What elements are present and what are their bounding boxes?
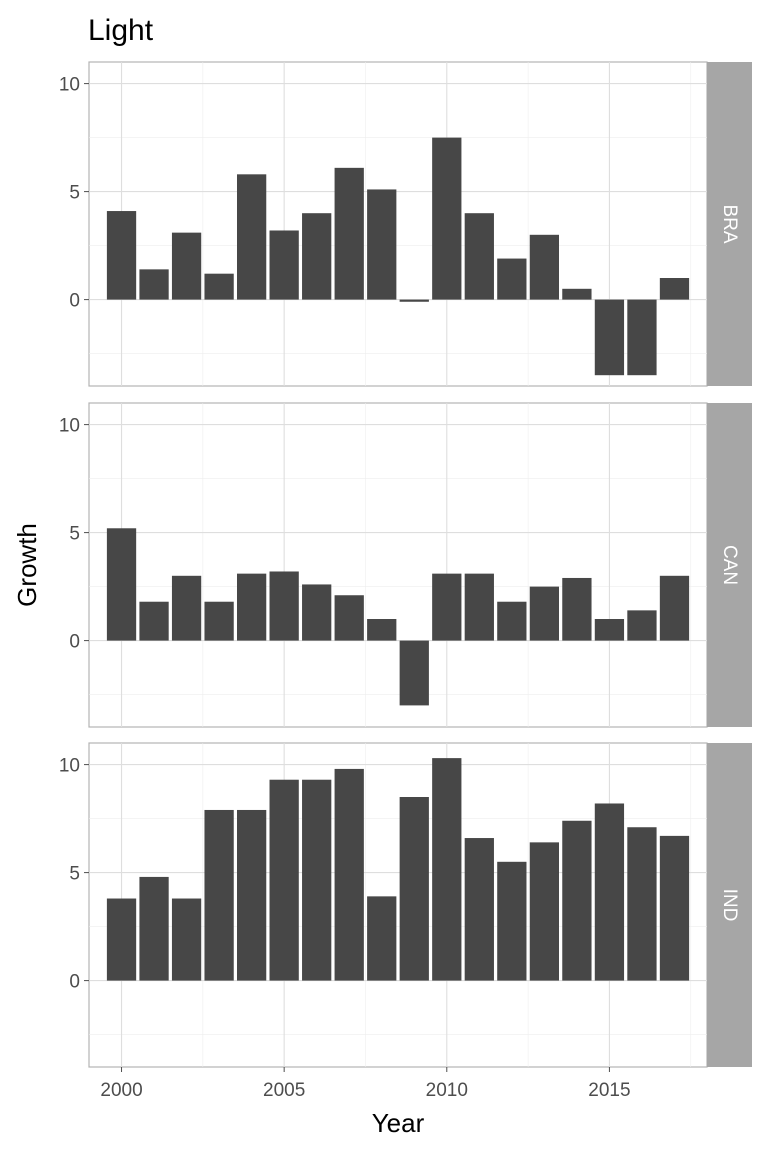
facet-strip-label: BRA (719, 204, 740, 243)
bar-ind-2008 (367, 896, 397, 981)
bar-ind-2000 (106, 898, 137, 981)
bar-bra-2008 (367, 189, 397, 300)
chart-title: Light (88, 14, 154, 47)
bar-bra-2016 (627, 299, 657, 376)
y-tick-label: 5 (69, 524, 80, 545)
bar-ind-2007 (334, 768, 364, 981)
bar-bra-2014 (562, 288, 592, 300)
bar-bra-2000 (106, 211, 137, 300)
bar-can-2011 (464, 573, 494, 641)
bar-can-2001 (139, 601, 169, 641)
panel-ind: 0 5 10 IND (59, 742, 752, 1068)
bar-ind-2012 (497, 861, 527, 981)
bar-can-2003 (204, 601, 234, 641)
y-tick-label: 10 (59, 75, 80, 96)
panel-bra: 0 5 10 BRA (59, 61, 752, 387)
facet-strip (707, 743, 752, 1067)
bar-can-2004 (236, 573, 267, 641)
bar-can-2014 (562, 577, 592, 641)
bar-can-2017 (659, 575, 690, 641)
y-tick-label: 0 (69, 972, 80, 993)
bar-can-2006 (302, 584, 332, 641)
bar-bra-2009 (399, 299, 429, 302)
x-tick-label: 2010 (426, 1080, 468, 1101)
y-tick-label: 0 (69, 291, 80, 312)
bar-can-2013 (529, 586, 560, 641)
facet-strip (707, 403, 752, 727)
bar-bra-2011 (464, 213, 494, 300)
facet-strip-label: CAN (719, 545, 740, 585)
bar-can-2000 (106, 528, 137, 641)
facet-strip (707, 62, 752, 386)
x-axis-title: Year (372, 1108, 425, 1138)
bar-can-2008 (367, 619, 397, 641)
bar-can-2009 (399, 640, 429, 706)
bar-bra-2005 (269, 230, 299, 300)
panel-can: 0 5 10 CAN (59, 402, 752, 728)
bar-can-2015 (594, 619, 625, 641)
bar-ind-2016 (627, 827, 657, 981)
bar-bra-2002 (171, 232, 202, 300)
bar-bra-2013 (529, 234, 560, 300)
bar-can-2010 (432, 573, 462, 641)
bar-can-2005 (269, 571, 299, 641)
bar-bra-2006 (302, 213, 332, 300)
bar-ind-2014 (562, 820, 592, 981)
bar-ind-2004 (236, 809, 267, 981)
y-tick-label: 10 (59, 416, 80, 437)
y-tick-label: 10 (59, 756, 80, 777)
bar-ind-2002 (171, 898, 202, 981)
bar-ind-2013 (529, 842, 560, 981)
bar-ind-2015 (594, 803, 625, 981)
bar-ind-2011 (464, 838, 494, 981)
bar-ind-2005 (269, 779, 299, 981)
bar-can-2012 (497, 601, 527, 641)
panel-background (88, 402, 708, 728)
x-axis: 2000 2005 2010 2015 (100, 1067, 631, 1101)
bar-ind-2010 (432, 758, 462, 981)
x-tick-label: 2015 (588, 1080, 630, 1101)
bar-bra-2010 (432, 137, 462, 300)
bar-bra-2017 (659, 278, 690, 300)
x-tick-label: 2000 (100, 1080, 142, 1101)
bar-ind-2001 (139, 876, 169, 981)
x-tick-label: 2005 (263, 1080, 305, 1101)
bar-ind-2017 (659, 835, 690, 981)
y-tick-label: 5 (69, 864, 80, 885)
bar-bra-2007 (334, 167, 364, 300)
bar-can-2016 (627, 610, 657, 641)
facet-panels: 0 5 10 BRA 0 5 10 CAN 0 5 10 IND (59, 61, 752, 1068)
bar-ind-2006 (302, 779, 332, 981)
y-tick-label: 0 (69, 632, 80, 653)
bar-bra-2015 (594, 299, 625, 376)
bar-can-2002 (171, 575, 202, 641)
bar-ind-2003 (204, 809, 234, 981)
bar-can-2007 (334, 595, 364, 641)
y-tick-label: 5 (69, 183, 80, 204)
bar-bra-2001 (139, 269, 169, 300)
y-axis-title: Growth (12, 523, 42, 607)
facet-strip-label: IND (719, 889, 740, 922)
bar-ind-2009 (399, 797, 429, 981)
bar-bra-2003 (204, 273, 234, 300)
bar-bra-2004 (236, 174, 267, 300)
bar-bra-2012 (497, 258, 527, 300)
